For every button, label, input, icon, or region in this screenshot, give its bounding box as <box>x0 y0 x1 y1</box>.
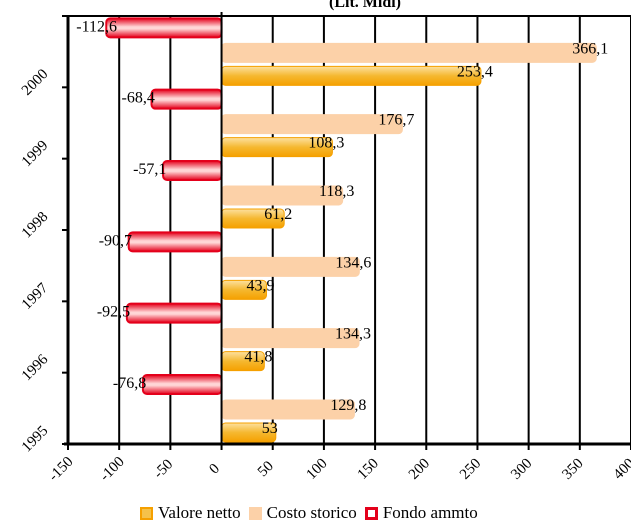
data-label-costo-storico: 129,8 <box>330 397 366 414</box>
legend-label-costo-storico: Costo storico <box>266 503 357 522</box>
bar-fondo-ammto <box>125 302 223 324</box>
legend-item-costo-storico: Costo storico <box>248 503 357 523</box>
chart-title: (Lit. Midl) <box>329 0 401 11</box>
y-tick-label: 1997 <box>19 280 52 313</box>
bar-costo-storico <box>221 114 403 135</box>
y-tick-label: 1995 <box>19 423 52 456</box>
x-tick-label: -100 <box>97 454 128 485</box>
x-tick-label: 400 <box>611 456 631 483</box>
legend-item-valore-netto: Valore netto <box>140 503 241 523</box>
bar-fondo-ammto <box>162 160 223 181</box>
x-tick-label: 0 <box>206 461 223 478</box>
data-label-fondo-ammto: -90,7 <box>99 232 132 249</box>
data-label-costo-storico: 176,7 <box>378 112 414 129</box>
legend-label-fondo-ammto: Fondo ammto <box>382 503 478 522</box>
x-tick-label: 150 <box>355 456 382 483</box>
y-tick-label: 2000 <box>19 66 52 99</box>
x-tick-label: -150 <box>46 454 77 485</box>
data-label-costo-storico: 366,1 <box>572 40 608 57</box>
x-tick-label: -50 <box>151 456 176 481</box>
data-label-fondo-ammto: -68,4 <box>122 90 155 107</box>
data-label-valore-netto: 253,4 <box>457 63 493 80</box>
data-label-fondo-ammto: -76,8 <box>113 375 146 392</box>
data-label-costo-storico: 134,6 <box>335 254 371 271</box>
chart-legend: Valore netto Costo storico Fondo ammto <box>140 503 600 523</box>
bar-costo-storico <box>221 42 597 63</box>
legend-item-fondo-ammto: Fondo ammto <box>364 503 478 523</box>
bar-valore-netto <box>221 65 482 86</box>
data-label-valore-netto: 61,2 <box>264 206 292 223</box>
bar-fondo-ammto <box>105 17 223 39</box>
bar-fondo-ammto <box>141 374 223 395</box>
data-label-costo-storico: 118,3 <box>319 183 354 200</box>
data-label-costo-storico: 134,3 <box>335 326 371 343</box>
data-label-fondo-ammto: -57,1 <box>133 161 166 178</box>
x-tick-label: 100 <box>303 456 330 483</box>
data-label-fondo-ammto: -92,5 <box>97 304 130 321</box>
data-label-valore-netto: 108,3 <box>308 135 344 152</box>
legend-swatch-costo-storico <box>248 506 262 520</box>
data-label-valore-netto: 41,8 <box>244 349 272 366</box>
data-label-fondo-ammto: -112,6 <box>76 18 117 35</box>
x-tick-label: 250 <box>457 456 484 483</box>
x-tick-label: 50 <box>255 458 277 480</box>
x-tick-label: 350 <box>559 456 586 483</box>
data-label-valore-netto: 53 <box>262 420 278 437</box>
y-tick-label: 1998 <box>19 209 52 242</box>
legend-label-valore-netto: Valore netto <box>158 503 241 522</box>
x-tick-label: 300 <box>508 456 535 483</box>
legend-swatch-valore-netto <box>140 506 153 520</box>
legend-swatch-fondo-ammto <box>364 506 378 520</box>
x-tick-label: 200 <box>406 456 433 483</box>
bar-fondo-ammto <box>150 88 223 110</box>
y-tick-label: 1999 <box>19 138 52 171</box>
data-label-valore-netto: 43,9 <box>246 277 274 294</box>
y-tick-label: 1996 <box>19 351 52 384</box>
bar-fondo-ammto <box>127 231 223 253</box>
